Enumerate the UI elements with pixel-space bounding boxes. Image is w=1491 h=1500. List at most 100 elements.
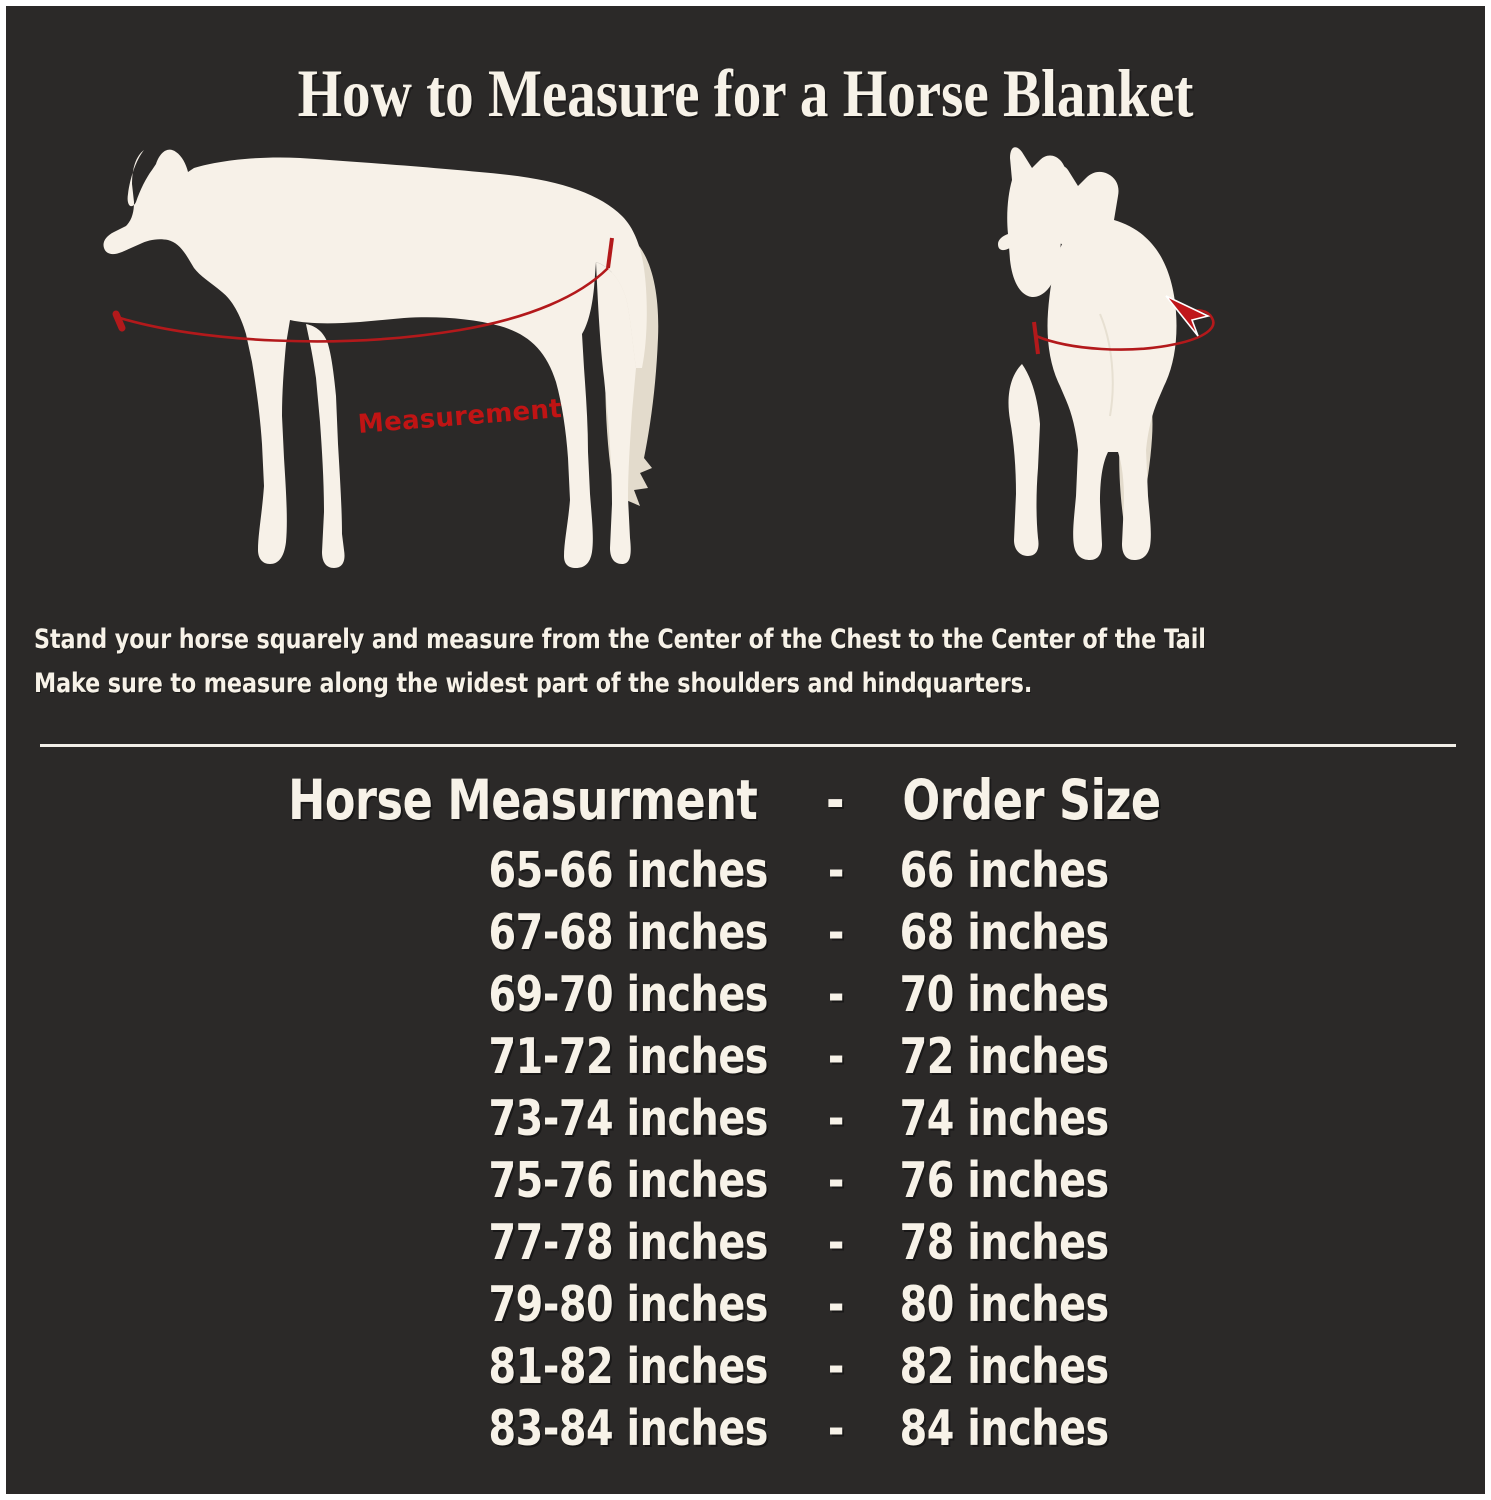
table-row: 69-70 inches - 70 inches <box>6 966 1485 1028</box>
row-dash: - <box>827 1090 844 1147</box>
header-cell-size: Order Size <box>884 768 1308 832</box>
size-value: 68 inches <box>899 904 1109 961</box>
cell-dash: - <box>788 1400 884 1457</box>
cell-dash: - <box>788 966 884 1023</box>
cell-size: 78 inches <box>884 1214 1308 1271</box>
horse-side-view <box>60 138 680 578</box>
cell-dash: - <box>788 1090 884 1147</box>
measurement-line-front <box>119 267 609 343</box>
horse-rear-body <box>998 165 1177 560</box>
row-dash: - <box>827 1400 844 1457</box>
cell-size: 74 inches <box>884 1090 1308 1147</box>
row-dash: - <box>827 1276 844 1333</box>
horse-rear-head <box>1007 147 1067 298</box>
section-divider <box>40 744 1456 747</box>
cell-measurement: 79-80 inches <box>184 1276 788 1333</box>
table-row: 81-82 inches - 82 inches <box>6 1338 1485 1400</box>
measurement-line-tail-tick <box>606 237 614 269</box>
horse-hindleg-far <box>596 262 636 564</box>
cell-measurement: 77-78 inches <box>184 1214 788 1271</box>
cell-size: 84 inches <box>884 1400 1308 1457</box>
cell-measurement: 65-66 inches <box>184 842 788 899</box>
measurement-arrow-head <box>1165 295 1211 337</box>
header-measurement-label: Horse Measurment <box>288 768 758 832</box>
cell-measurement: 69-70 inches <box>184 966 788 1023</box>
row-dash: - <box>827 1028 844 1085</box>
cell-measurement: 71-72 inches <box>184 1028 788 1085</box>
cell-measurement: 75-76 inches <box>184 1152 788 1209</box>
measurement-value: 77-78 inches <box>488 1214 769 1271</box>
infographic-board: How to Measure for a Horse Blanket <box>6 6 1485 1494</box>
size-value: 84 inches <box>899 1400 1109 1457</box>
row-dash: - <box>827 1214 844 1271</box>
horse-body-shape <box>103 149 647 568</box>
cell-measurement: 67-68 inches <box>184 904 788 961</box>
measurement-wrap-tick <box>1032 321 1040 355</box>
table-row: 71-72 inches - 72 inches <box>6 1028 1485 1090</box>
header-size-label: Order Size <box>901 768 1161 832</box>
row-dash: - <box>827 1338 844 1395</box>
instruction-line-2: Make sure to measure along the widest pa… <box>34 668 1033 699</box>
cell-size: 82 inches <box>884 1338 1308 1395</box>
size-value: 82 inches <box>899 1338 1109 1395</box>
measurement-value: 65-66 inches <box>488 842 769 899</box>
cell-measurement: 81-82 inches <box>184 1338 788 1395</box>
measurement-value: 81-82 inches <box>488 1338 769 1395</box>
cell-dash: - <box>788 1338 884 1395</box>
cell-measurement: 73-74 inches <box>184 1090 788 1147</box>
horse-rear-leg-left <box>1008 364 1040 556</box>
table-row: 83-84 inches - 84 inches <box>6 1400 1485 1462</box>
measurement-value: 75-76 inches <box>488 1152 769 1209</box>
header-cell-dash: - <box>788 768 884 832</box>
horse-rear-contour <box>1099 313 1114 417</box>
cell-dash: - <box>788 904 884 961</box>
measurement-value: 71-72 inches <box>488 1028 769 1085</box>
cell-dash: - <box>788 1028 884 1085</box>
size-chart-table: Horse Measurment - Order Size 65-66 inch… <box>6 768 1485 1462</box>
table-header-row: Horse Measurment - Order Size <box>6 768 1485 842</box>
cell-size: 72 inches <box>884 1028 1308 1085</box>
cell-size: 68 inches <box>884 904 1308 961</box>
measurement-value: 73-74 inches <box>488 1090 769 1147</box>
table-row: 77-78 inches - 78 inches <box>6 1214 1485 1276</box>
table-row: 75-76 inches - 76 inches <box>6 1152 1485 1214</box>
size-value: 78 inches <box>899 1214 1109 1271</box>
measurement-value: 67-68 inches <box>488 904 769 961</box>
row-dash: - <box>827 842 844 899</box>
measurement-value: 79-80 inches <box>488 1276 769 1333</box>
cell-size: 66 inches <box>884 842 1308 899</box>
size-value: 70 inches <box>899 966 1109 1023</box>
size-value: 72 inches <box>899 1028 1109 1085</box>
size-value: 80 inches <box>899 1276 1109 1333</box>
measurement-value: 69-70 inches <box>488 966 769 1023</box>
horse-rear-view <box>950 138 1270 578</box>
row-dash: - <box>827 1152 844 1209</box>
cell-dash: - <box>788 1214 884 1271</box>
illustration-area: Measurement <box>6 138 1485 598</box>
instructions-block: Stand your horse squarely and measure fr… <box>34 618 1371 706</box>
table-row: 65-66 inches - 66 inches <box>6 842 1485 904</box>
header-dash: - <box>826 768 845 832</box>
row-dash: - <box>827 904 844 961</box>
instruction-line-1: Stand your horse squarely and measure fr… <box>34 624 1206 655</box>
table-row: 73-74 inches - 74 inches <box>6 1090 1485 1152</box>
size-value: 66 inches <box>899 842 1109 899</box>
table-row: 67-68 inches - 68 inches <box>6 904 1485 966</box>
cell-size: 70 inches <box>884 966 1308 1023</box>
measurement-wrap-line <box>1035 309 1215 351</box>
cell-measurement: 83-84 inches <box>184 1400 788 1457</box>
cell-dash: - <box>788 842 884 899</box>
page-title: How to Measure for a Horse Blanket <box>297 55 1194 131</box>
size-value: 74 inches <box>899 1090 1109 1147</box>
cell-dash: - <box>788 1152 884 1209</box>
header-cell-measurement: Horse Measurment <box>184 768 788 832</box>
table-row: 79-80 inches - 80 inches <box>6 1276 1485 1338</box>
measurement-line-chest-tick <box>112 310 126 332</box>
row-dash: - <box>827 966 844 1023</box>
cell-size: 76 inches <box>884 1152 1308 1209</box>
measurement-value: 83-84 inches <box>488 1400 769 1457</box>
cell-dash: - <box>788 1276 884 1333</box>
cell-size: 80 inches <box>884 1276 1308 1333</box>
horse-foreleg-far <box>306 324 345 568</box>
